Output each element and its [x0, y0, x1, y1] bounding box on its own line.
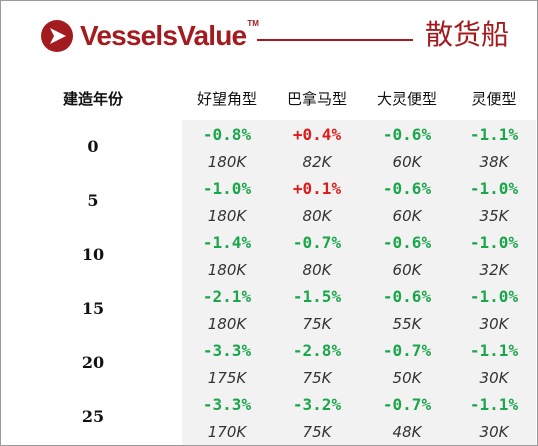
percent-change: -1.1%: [469, 395, 519, 414]
vessel-value: 60K: [392, 153, 422, 171]
header-build-year: 建造年份: [62, 90, 123, 108]
header-supramax: 大灵便型: [376, 90, 437, 108]
vessel-value: 80K: [302, 207, 332, 225]
header-panamax: 巴拿马型: [286, 90, 347, 108]
brand-mark-icon: [41, 20, 73, 52]
trademark-mark: TM: [247, 19, 259, 28]
build-year-label: 25: [81, 407, 105, 426]
values-grid-background: [182, 120, 536, 445]
percent-change: -0.6%: [382, 125, 432, 144]
header-capesize: 好望角型: [196, 90, 257, 108]
vessel-value: 180K: [207, 153, 247, 171]
vessel-value: 30K: [479, 315, 509, 333]
percent-change: -3.2%: [292, 395, 342, 414]
vessel-value: 180K: [207, 207, 247, 225]
vessel-value: 30K: [479, 423, 509, 441]
percent-change: -0.6%: [382, 233, 432, 252]
vessel-value: 48K: [392, 423, 422, 441]
build-year-label: 15: [81, 299, 105, 318]
header: VesselsValueTM 散货船: [1, 1, 537, 69]
vessel-value: 30K: [479, 369, 509, 387]
percent-change: -1.0%: [202, 179, 252, 198]
percent-change: -1.1%: [469, 341, 519, 360]
percent-change: -0.8%: [202, 125, 252, 144]
build-year-label: 20: [81, 353, 105, 372]
brand-logo: VesselsValueTM: [41, 20, 259, 52]
percent-change: -1.5%: [292, 287, 342, 306]
vessel-value: 75K: [302, 423, 332, 441]
vessel-value: 35K: [479, 207, 509, 225]
build-year-label: 10: [81, 245, 105, 264]
vessel-value: 55K: [392, 315, 422, 333]
vessel-value: 75K: [302, 315, 332, 333]
build-year-label: 5: [87, 191, 99, 210]
build-year-label: 0: [87, 137, 99, 156]
percent-change: -0.6%: [382, 179, 432, 198]
percent-change: -1.1%: [469, 125, 519, 144]
percent-change: -1.4%: [202, 233, 252, 252]
vessel-value: 60K: [392, 261, 422, 279]
vessel-value: 180K: [207, 315, 247, 333]
vessel-value: 50K: [392, 369, 422, 387]
percent-change: -0.7%: [292, 233, 342, 252]
vessel-value: 60K: [392, 207, 422, 225]
percent-change: +0.1%: [292, 179, 342, 198]
vessel-value: 175K: [207, 369, 247, 387]
percent-change: -3.3%: [202, 395, 252, 414]
header-handysize: 灵便型: [471, 90, 517, 108]
percent-change: -2.8%: [292, 341, 342, 360]
percent-change: -3.3%: [202, 341, 252, 360]
header-divider: [257, 39, 413, 41]
percent-change: -1.0%: [469, 233, 519, 252]
percent-change: -0.7%: [382, 341, 432, 360]
brand-name: VesselsValueTM: [80, 19, 259, 51]
vessel-value: 82K: [302, 153, 332, 171]
vessel-value: 38K: [479, 153, 509, 171]
vessel-value: 180K: [207, 261, 247, 279]
vessel-value: 75K: [302, 369, 332, 387]
vessel-value: 32K: [479, 261, 509, 279]
percent-change: +0.4%: [292, 125, 342, 144]
percent-change: -1.0%: [469, 287, 519, 306]
category-title: 散货船: [425, 18, 510, 51]
vessel-value: 80K: [302, 261, 332, 279]
percent-change: -1.0%: [469, 179, 519, 198]
percent-change: -2.1%: [202, 287, 252, 306]
vessel-value: 170K: [207, 423, 247, 441]
percent-change: -0.6%: [382, 287, 432, 306]
percent-change: -0.7%: [382, 395, 432, 414]
